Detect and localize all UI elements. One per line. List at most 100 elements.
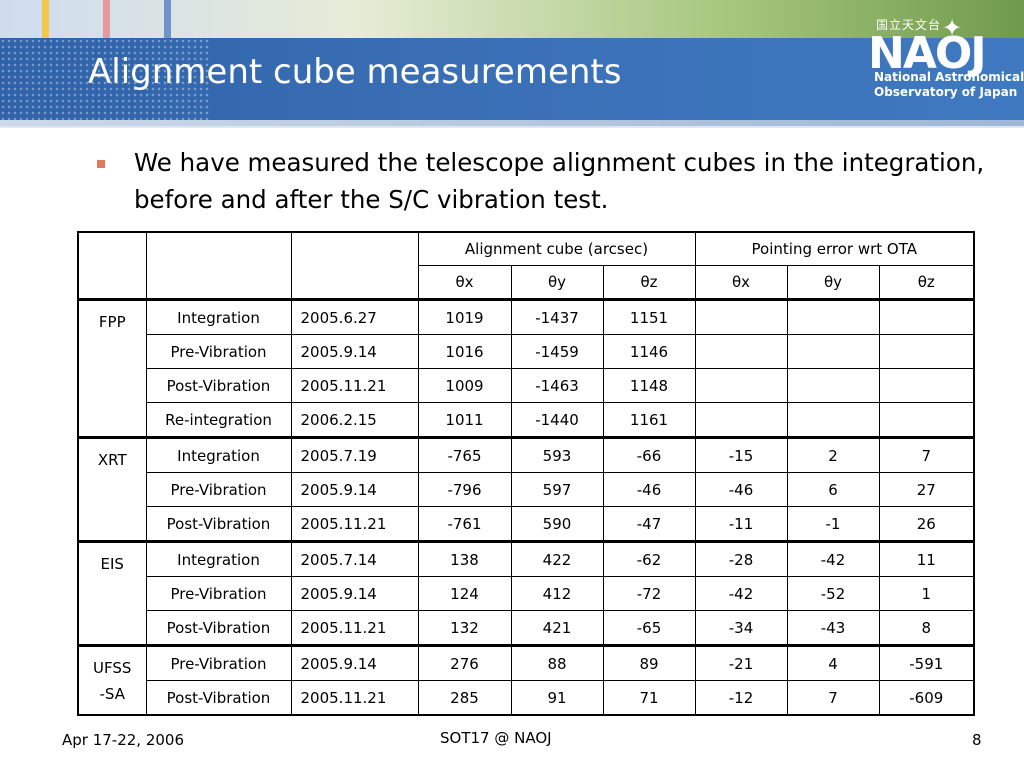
header-theta-x: θx: [694, 265, 788, 300]
header-stripe-pink: [103, 0, 110, 40]
pointing-error-cell: -21: [694, 644, 788, 681]
alignment-value-cell: 597: [510, 472, 604, 507]
pointing-error-cell: -15: [694, 436, 788, 473]
date-cell: 2005.11.21: [290, 680, 419, 716]
date-cell: 2005.7.19: [290, 436, 419, 473]
phase-cell: Post-Vibration: [145, 506, 292, 542]
pointing-error-cell: 27: [878, 472, 975, 507]
alignment-value-cell: 593: [510, 436, 604, 473]
alignment-value-cell: 89: [602, 644, 696, 681]
table-row: Pre-Vibration 2005.9.14 1016 -1459 1146: [78, 334, 975, 369]
alignment-value-cell: -765: [417, 436, 512, 473]
date-cell: 2005.9.14: [290, 576, 419, 611]
alignment-value-cell: 422: [510, 540, 604, 577]
table-row: EIS Integration 2005.7.14 138 422 -62 -28 -42 11: [77, 540, 975, 646]
pointing-error-cell: [694, 402, 788, 438]
header-alignment-cube: Alignment cube (arcsec): [417, 231, 696, 266]
date-cell: 2005.7.14: [290, 540, 419, 577]
header-blank-date: [290, 231, 419, 300]
alignment-value-cell: 1019: [417, 299, 512, 335]
system-cell: XRT: [77, 436, 147, 542]
footer-date: Apr 17-22, 2006: [62, 731, 185, 749]
phase-cell: Post-Vibration: [145, 610, 292, 646]
date-cell: 2005.11.21: [290, 506, 419, 542]
alignment-value-cell: 71: [602, 680, 696, 716]
pointing-error-cell: 1: [878, 576, 975, 611]
header-theta-y: θy: [786, 265, 880, 300]
header-theta-x: θx: [417, 265, 512, 300]
pointing-error-cell: [694, 368, 788, 403]
table-header-row-1: Alignment cube (arcsec) Pointing error w…: [77, 231, 975, 300]
header-stripe-blue: [164, 0, 171, 40]
pointing-error-cell: [878, 299, 975, 335]
pointing-error-cell: [694, 334, 788, 369]
phase-cell: Pre-Vibration: [145, 334, 292, 369]
alignment-value-cell: 91: [510, 680, 604, 716]
pointing-error-cell: [786, 299, 880, 335]
table-row: Post-Vibration 2005.11.21 132 421 -65 -34 -43 8: [78, 610, 975, 646]
header-rule: [0, 120, 1024, 126]
pointing-error-cell: [786, 368, 880, 403]
pointing-error-cell: 6: [786, 472, 880, 507]
alignment-value-cell: -72: [602, 576, 696, 611]
pointing-error-cell: -42: [694, 576, 788, 611]
pointing-error-cell: -591: [878, 644, 975, 681]
pointing-error-cell: [694, 299, 788, 335]
alignment-value-cell: 1151: [602, 299, 696, 335]
pointing-error-cell: -52: [786, 576, 880, 611]
alignment-value-cell: -1437: [510, 299, 604, 335]
alignment-value-cell: -47: [602, 506, 696, 542]
bullet-text: We have measured the telescope alignment…: [134, 148, 985, 214]
logo-japanese-text: 国立天文台: [876, 18, 942, 32]
pointing-error-cell: [786, 334, 880, 369]
date-cell: 2005.9.14: [290, 334, 419, 369]
phase-cell: Integration: [145, 436, 292, 473]
table-header-row-2: θx θy θz θx θy θz: [78, 265, 975, 300]
table-row: Pre-Vibration 2005.9.14 -796 597 -46 -46 6 27: [78, 472, 975, 507]
header-banner: Alignment cube measurements 国立天文台 NAOJ ✦…: [0, 0, 1024, 120]
pointing-error-cell: -11: [694, 506, 788, 542]
alignment-value-cell: 1148: [602, 368, 696, 403]
title-band: [0, 38, 1024, 120]
alignment-value-cell: -1463: [510, 368, 604, 403]
system-cell: UFSS -SA: [77, 644, 147, 716]
bullet-square-icon: [97, 160, 105, 168]
pointing-error-cell: [878, 368, 975, 403]
alignment-value-cell: 421: [510, 610, 604, 646]
phase-cell: Re-integration: [145, 402, 292, 438]
naoj-logo: 国立天文台 NAOJ ✦ National Astronomical Obser…: [862, 10, 1024, 102]
alignment-value-cell: 285: [417, 680, 512, 716]
alignment-value-cell: -46: [602, 472, 696, 507]
header-blank-phase: [145, 231, 292, 300]
phase-cell: Pre-Vibration: [145, 576, 292, 611]
phase-cell: Integration: [145, 540, 292, 577]
date-cell: 2005.9.14: [290, 472, 419, 507]
alignment-value-cell: 412: [510, 576, 604, 611]
table-row: Pre-Vibration 2005.9.14 124 412 -72 -42 -52 1: [78, 576, 975, 611]
table-row: Post-Vibration 2005.11.21 1009 -1463 1148: [78, 368, 975, 403]
phase-cell: Post-Vibration: [145, 368, 292, 403]
alignment-value-cell: 88: [510, 644, 604, 681]
pointing-error-cell: [878, 334, 975, 369]
alignment-value-cell: -66: [602, 436, 696, 473]
alignment-value-cell: -1459: [510, 334, 604, 369]
pointing-error-cell: [786, 402, 880, 438]
alignment-value-cell: -1440: [510, 402, 604, 438]
alignment-value-cell: 132: [417, 610, 512, 646]
pointing-error-cell: 8: [878, 610, 975, 646]
header-blank-system: [77, 231, 147, 300]
date-cell: 2005.6.27: [290, 299, 419, 335]
system-cell: FPP: [77, 299, 147, 438]
date-cell: 2005.11.21: [290, 368, 419, 403]
slide-title: Alignment cube measurements: [88, 52, 622, 92]
phase-cell: Post-Vibration: [145, 680, 292, 716]
date-cell: 2005.11.21: [290, 610, 419, 646]
footer-page-number: 8: [972, 731, 982, 749]
pointing-error-cell: -609: [878, 680, 975, 716]
pointing-error-cell: 2: [786, 436, 880, 473]
alignment-value-cell: 590: [510, 506, 604, 542]
table-row: Re-integration 2006.2.15 1011 -1440 1161: [78, 402, 975, 438]
header-rule-light: [0, 126, 1024, 128]
table-row: XRT Integration 2005.7.19 -765 593 -66 -15 2 7: [77, 436, 975, 542]
header-theta-z: θz: [602, 265, 696, 300]
